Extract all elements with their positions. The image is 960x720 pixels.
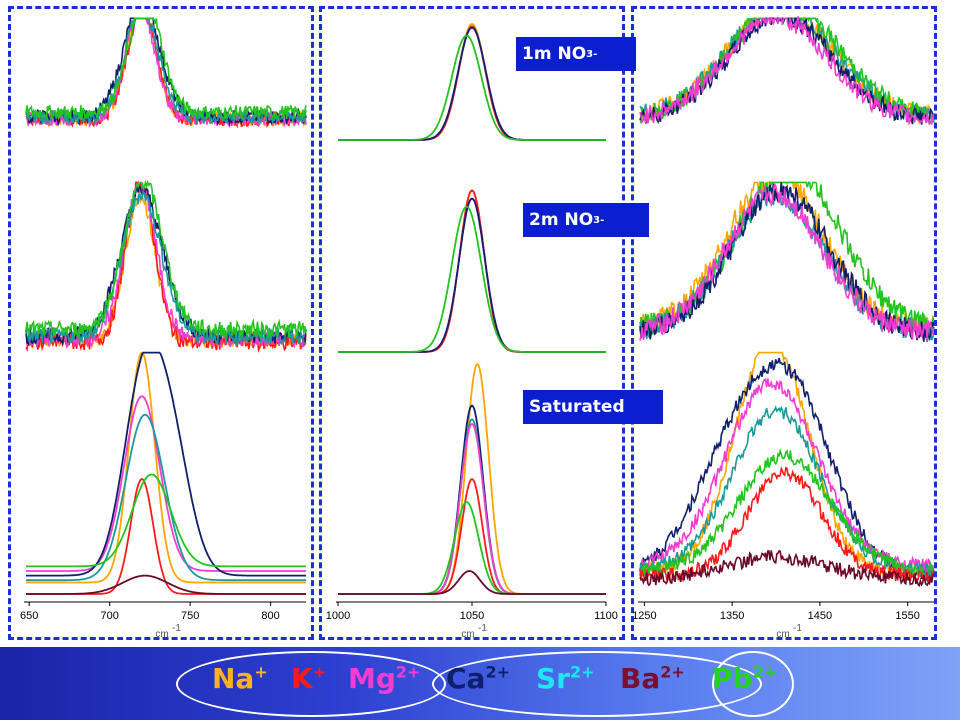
spectra-plots: 650 700 750 800 cm -1 1000 1050 1100 cm -1 1250 1350… xyxy=(20,15,935,640)
spectrum-left-row2-Kplus xyxy=(25,181,307,353)
ion-label: Ca2+ xyxy=(446,662,510,695)
spectrum-left-row2-Pb2plus xyxy=(25,179,307,339)
ion-label: Na+ xyxy=(212,662,268,695)
x-axis-unit-exponent: -1 xyxy=(172,623,181,634)
x-tick-label: 1100 xyxy=(594,610,618,622)
ion-symbol: Mg xyxy=(348,662,396,695)
ion-label: Ba2+ xyxy=(620,662,685,695)
ion-symbol: K xyxy=(291,662,313,695)
ion-label: Mg2+ xyxy=(348,662,420,695)
ion-symbol: Na xyxy=(212,662,255,695)
label-2m-sup: - xyxy=(600,214,605,226)
x-tick-label: 1550 xyxy=(895,610,919,622)
label-1m-sub: 3 xyxy=(586,48,594,60)
ion-label: K+ xyxy=(291,662,326,695)
spectrum-right-row1-Mg2plus xyxy=(639,16,935,126)
spectrum-middle-row1-Pb2plus xyxy=(338,34,606,141)
ion-symbol: Ca xyxy=(446,662,486,695)
spectrum-left-row3-Ba2plus xyxy=(26,574,306,595)
x-axis-unit: cm xyxy=(461,629,474,640)
ion-symbol: Pb xyxy=(712,662,753,695)
x-tick-label: 750 xyxy=(181,610,199,622)
x-tick-label: 1250 xyxy=(632,610,656,622)
ion-charge: 2+ xyxy=(660,662,685,682)
x-axis-unit: cm xyxy=(155,629,168,640)
label-1m-text: 1m NO xyxy=(522,44,587,64)
label-2m-sub: 3 xyxy=(593,214,601,226)
spectrum-right-row2-Mg2plus xyxy=(639,182,935,341)
ion-charge: 2+ xyxy=(395,662,421,682)
spectrum-left-row1-Sr2plus xyxy=(25,17,307,125)
spectrum-left-row3-Ca2plus xyxy=(26,351,306,577)
x-tick-label: 650 xyxy=(20,610,38,622)
spectrum-left-row3-Pb2plus xyxy=(26,473,306,568)
left-panel-frame xyxy=(8,6,314,640)
label-2m-text: 2m NO xyxy=(529,210,594,230)
label-saturated: Saturated xyxy=(523,390,663,424)
spectrum-middle-row2-Pb2plus xyxy=(338,205,606,353)
ion-charge: + xyxy=(312,662,327,682)
label-1m-nitrate: 1m NO 3- xyxy=(516,37,636,71)
x-tick-label: 700 xyxy=(100,610,118,622)
spectrum-left-row3-Naplus xyxy=(26,351,306,584)
ion-label: Pb2+ xyxy=(712,662,777,695)
label-saturated-text: Saturated xyxy=(529,397,625,417)
spectrum-right-row3-Ba2plus xyxy=(639,549,935,587)
ion-charge: 2+ xyxy=(485,662,510,682)
pb-ellipse xyxy=(712,651,794,717)
label-2m-nitrate: 2m NO 3- xyxy=(523,203,649,237)
ion-charge: 2+ xyxy=(569,662,595,682)
spectrum-left-row1-Ca2plus xyxy=(25,17,307,127)
spectrum-left-row3-Mg2plus xyxy=(26,395,306,572)
x-tick-label: 1350 xyxy=(720,610,744,622)
spectrum-middle-row3-Ba2plus xyxy=(338,570,606,595)
label-1m-sup: - xyxy=(593,48,598,60)
ion-charge: 2+ xyxy=(752,662,778,682)
x-axis-unit-exponent: -1 xyxy=(793,623,802,634)
spectrum-right-row3-Pb2plus xyxy=(639,448,935,579)
x-tick-label: 1000 xyxy=(326,610,350,622)
ion-charge: + xyxy=(254,662,268,682)
x-tick-label: 1450 xyxy=(808,610,832,622)
ion-symbol: Sr xyxy=(536,662,570,695)
spectrum-left-row1-Pb2plus xyxy=(25,17,307,122)
ion-symbol: Ba xyxy=(620,662,661,695)
x-tick-label: 800 xyxy=(261,610,279,622)
x-axis-unit: cm xyxy=(776,629,789,640)
middle-panel-frame xyxy=(319,6,625,640)
x-axis-unit-exponent: -1 xyxy=(478,623,487,634)
right-panel-frame xyxy=(631,6,937,640)
ion-label: Sr2+ xyxy=(536,662,595,695)
x-tick-label: 1050 xyxy=(460,610,484,622)
spectrum-left-row3-Sr2plus xyxy=(26,413,306,582)
